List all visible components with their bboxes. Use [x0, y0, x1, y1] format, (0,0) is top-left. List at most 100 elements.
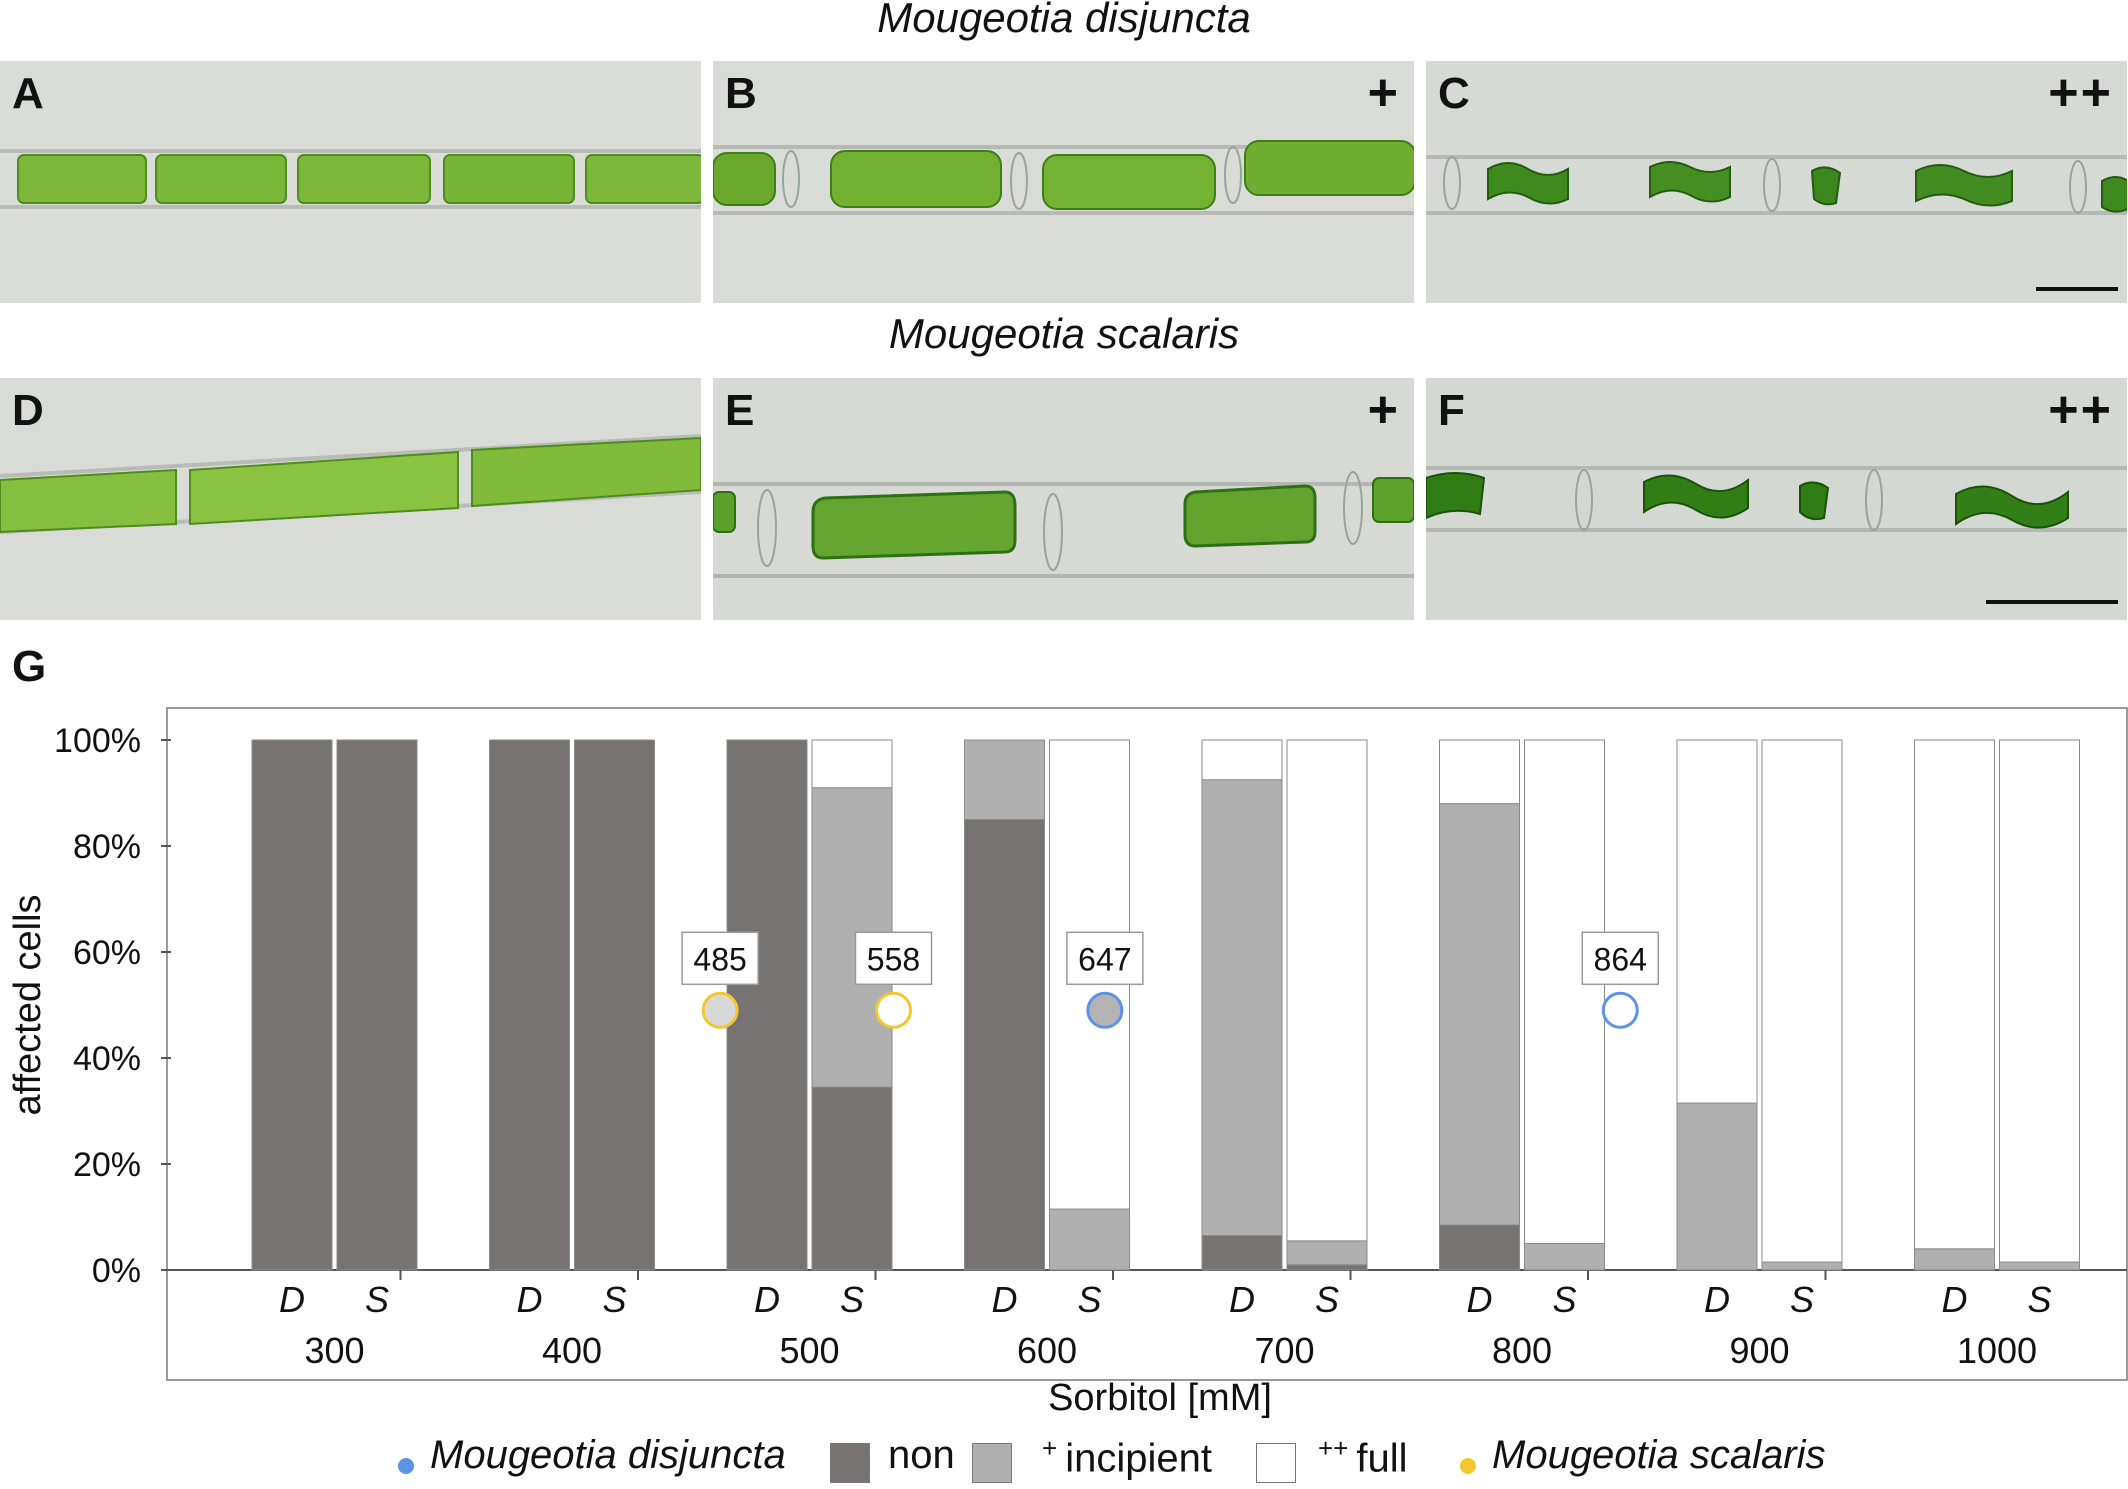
- bar-segment-full: [1761, 739, 1843, 1263]
- scale-bar: [2036, 287, 2118, 291]
- marker-value-box: [854, 931, 933, 986]
- bar-label: S: [1552, 1279, 1576, 1320]
- x-group-label: 700: [1254, 1330, 1314, 1371]
- y-tick-label: 60%: [73, 934, 141, 972]
- bar-segment-incipient: [1524, 1243, 1605, 1271]
- x-group-label: 1000: [1957, 1330, 2037, 1371]
- bar-segment-non: [251, 739, 333, 1271]
- panel-label: D: [12, 386, 44, 435]
- bar-segment-full: [1201, 739, 1283, 781]
- legend-non-swatch: [830, 1443, 870, 1483]
- bar-segment-non: [726, 739, 808, 1271]
- marker-value-box: [1581, 931, 1659, 986]
- species-title-scalaris: Mougeotia scalaris: [888, 310, 1240, 357]
- y-axis-label: affected cells: [7, 894, 49, 1115]
- bar-segment-incipient: [1761, 1261, 1843, 1271]
- bar-segment-incipient: [1439, 803, 1520, 1226]
- legend-scalaris-label: Mougeotia scalaris: [1492, 1433, 1826, 1477]
- panel-f-micrograph: F ++: [1426, 378, 2127, 620]
- bar-segment-incipient: [964, 739, 1045, 820]
- marker-value-box: [681, 931, 759, 986]
- x-group-label: 400: [542, 1330, 602, 1371]
- bar-label: D: [1229, 1279, 1255, 1320]
- bar-segment-incipient: [1049, 1208, 1130, 1271]
- y-tick-label: 80%: [73, 828, 141, 866]
- panel-d-micrograph: D: [0, 378, 701, 620]
- bar-label: S: [365, 1279, 389, 1320]
- bar-segment-full: [1676, 739, 1758, 1104]
- bar-segment-full: [1524, 739, 1605, 1244]
- bar-segment-non: [1201, 1235, 1283, 1271]
- marker-value-label: 558: [867, 941, 920, 977]
- bar-segment-non: [811, 1086, 893, 1271]
- bar-segment-incipient: [1999, 1261, 2080, 1271]
- bar-segment-non: [1439, 1224, 1520, 1271]
- bar-label: D: [517, 1279, 543, 1320]
- marker-circle: [875, 991, 912, 1029]
- bar-segment-full: [1914, 739, 1995, 1250]
- bar-label: S: [840, 1279, 864, 1320]
- bar-segment-non: [574, 739, 655, 1271]
- panel-a-micrograph: A: [0, 61, 701, 303]
- bar-label: D: [1704, 1279, 1730, 1320]
- x-group-label: 500: [779, 1330, 839, 1371]
- y-tick-label: 100%: [54, 722, 141, 760]
- bar-label: D: [992, 1279, 1018, 1320]
- bar-segment-incipient: [1676, 1102, 1758, 1271]
- legend-full-label: ++ full: [1318, 1433, 1408, 1481]
- legend-disjuncta-marker: [398, 1458, 414, 1474]
- marker-value-label: 485: [693, 941, 746, 977]
- x-group-label: 300: [304, 1330, 364, 1371]
- bar-segment-incipient: [1201, 779, 1283, 1237]
- marker-circle: [1086, 991, 1124, 1029]
- bar-segment-incipient: [1914, 1248, 1995, 1271]
- bar-label: S: [602, 1279, 626, 1320]
- x-group-label: 800: [1492, 1330, 1552, 1371]
- marker-value-label: 864: [1594, 941, 1647, 977]
- bar-segment-full: [1999, 739, 2080, 1263]
- plot-frame: [166, 707, 2128, 1381]
- legend-incipient-sup: +: [1042, 1433, 1058, 1463]
- panel-b-micrograph: B +: [713, 61, 1414, 303]
- bar-label: S: [2027, 1279, 2051, 1320]
- legend-full-sup: ++: [1318, 1433, 1349, 1463]
- y-tick-label: 0%: [92, 1252, 141, 1290]
- bar-segment-incipient: [1286, 1240, 1368, 1266]
- legend-full-text: full: [1356, 1436, 1408, 1481]
- bar-segment-full: [1286, 739, 1368, 1242]
- bar-label: D: [1467, 1279, 1493, 1320]
- panel-sign: ++: [2048, 381, 2113, 439]
- scale-bar: [1986, 600, 2118, 604]
- species-title-disjuncta: Mougeotia disjuncta: [877, 0, 1251, 41]
- legend-incipient-text: incipient: [1065, 1436, 1212, 1481]
- bar-label: S: [1077, 1279, 1101, 1320]
- x-axis-label: Sorbitol [mM]: [1048, 1377, 1272, 1419]
- legend-scalaris-marker: [1460, 1458, 1476, 1474]
- panel-label: F: [1438, 386, 1465, 435]
- panel-label: G: [12, 642, 47, 691]
- bar-label: S: [1790, 1279, 1814, 1320]
- bar-label: S: [1315, 1279, 1339, 1320]
- bar-segment-full: [811, 739, 893, 789]
- panel-sign: +: [1367, 381, 1400, 439]
- legend-disjuncta-label: Mougeotia disjuncta: [430, 1433, 786, 1477]
- chart-legend: Mougeotia disjuncta non + incipient ++ ful…: [0, 1433, 2128, 1489]
- bar-segment-non: [336, 739, 418, 1271]
- panel-label: B: [725, 69, 757, 118]
- x-group-label: 900: [1729, 1330, 1789, 1371]
- panel-sign: +: [1367, 64, 1400, 122]
- bar-label: D: [1942, 1279, 1968, 1320]
- y-tick-label: 40%: [73, 1040, 141, 1078]
- marker-circle: [1601, 991, 1639, 1029]
- legend-full-swatch: [1256, 1443, 1296, 1483]
- panel-sign: ++: [2048, 64, 2113, 122]
- marker-value-label: 647: [1078, 941, 1131, 977]
- x-group-label: 600: [1017, 1330, 1077, 1371]
- panel-label: E: [725, 386, 755, 435]
- marker-circle: [701, 991, 739, 1029]
- bar-segment-full: [1439, 739, 1520, 805]
- bar-segment-non: [489, 739, 570, 1271]
- panel-c-micrograph: C ++: [1426, 61, 2127, 303]
- legend-incipient-label: + incipient: [1042, 1433, 1212, 1481]
